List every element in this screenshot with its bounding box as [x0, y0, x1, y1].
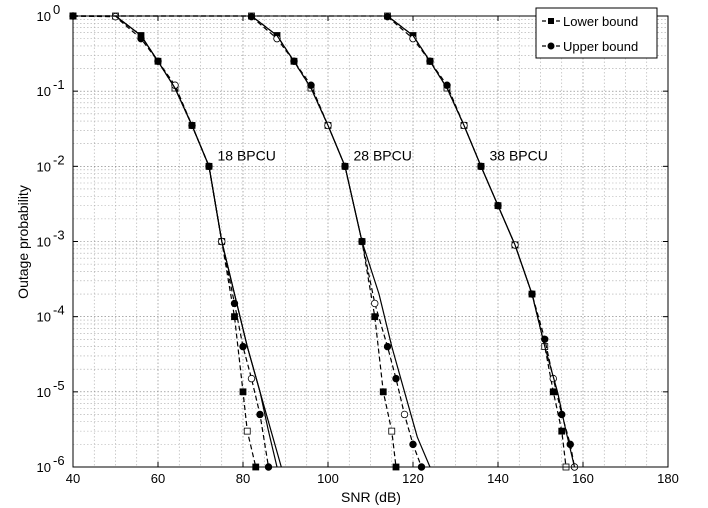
- legend: Lower bound Upper bound: [535, 7, 658, 59]
- series-line-6: [251, 15, 431, 468]
- series-line-9: [387, 15, 576, 468]
- x-tick-label: 120: [402, 471, 424, 486]
- x-tick-label: 140: [487, 471, 509, 486]
- y-tick-label: 10: [37, 310, 51, 325]
- x-tick-label: 60: [151, 471, 165, 486]
- series-point-circle: [392, 374, 400, 383]
- legend-lower-bound-label: Lower bound: [563, 14, 638, 29]
- y-tick-label: 10: [37, 9, 51, 24]
- series-line-3: [115, 15, 278, 468]
- x-tick-label: 180: [657, 471, 679, 486]
- x-tick-label: 100: [317, 471, 339, 486]
- axis-layer: [72, 15, 669, 468]
- y-tick-label-exponent: -5: [53, 378, 65, 393]
- legend-upper-bound-marker: [547, 42, 555, 50]
- legend-box: [535, 7, 658, 59]
- legend-upper-bound-label: Upper bound: [563, 39, 638, 54]
- legend-lower-bound-marker: [548, 18, 554, 24]
- x-axis-title: SNR (dB): [341, 489, 401, 505]
- series-point-square: [239, 388, 247, 396]
- series-point-circle: [400, 410, 409, 419]
- series-point-square: [549, 388, 557, 396]
- y-tick-label: 10: [37, 84, 51, 99]
- series-point-square: [231, 313, 238, 321]
- series-point-circle: [383, 342, 392, 351]
- series-point-circle: [247, 374, 256, 383]
- bpcu-annotation: 18 BPCU: [218, 147, 276, 163]
- y-tick-label-exponent: -3: [53, 228, 65, 243]
- x-tick-label: 160: [572, 471, 594, 486]
- series-point-square: [388, 427, 396, 435]
- y-tick-label: 10: [37, 159, 51, 174]
- y-tick-label-exponent: -1: [53, 77, 65, 92]
- y-tick-label: 10: [37, 460, 51, 475]
- bpcu-annotation: 38 BPCU: [490, 147, 548, 163]
- series-point-circle: [409, 440, 417, 449]
- y-tick-label-exponent: -6: [53, 453, 65, 468]
- x-tick-label: 80: [236, 471, 250, 486]
- series-point-square: [379, 388, 387, 396]
- grid-layer: [72, 16, 669, 468]
- y-tick-label-exponent: -4: [53, 303, 65, 318]
- series-point-circle: [239, 342, 247, 351]
- series-point-circle: [256, 410, 264, 419]
- y-axis-title: Outage probability: [15, 185, 31, 299]
- y-tick-label-exponent: -2: [53, 152, 65, 167]
- y-tick-label: 10: [37, 235, 51, 250]
- series-point-square: [558, 427, 566, 435]
- y-tick-label-exponent: 0: [53, 2, 60, 17]
- bpcu-annotation: 28 BPCU: [354, 147, 412, 163]
- series-point-square: [371, 313, 379, 321]
- series-point-square: [243, 427, 251, 435]
- series-point-circle: [371, 299, 379, 308]
- y-tick-label: 10: [37, 385, 51, 400]
- x-tick-label: 40: [66, 471, 80, 486]
